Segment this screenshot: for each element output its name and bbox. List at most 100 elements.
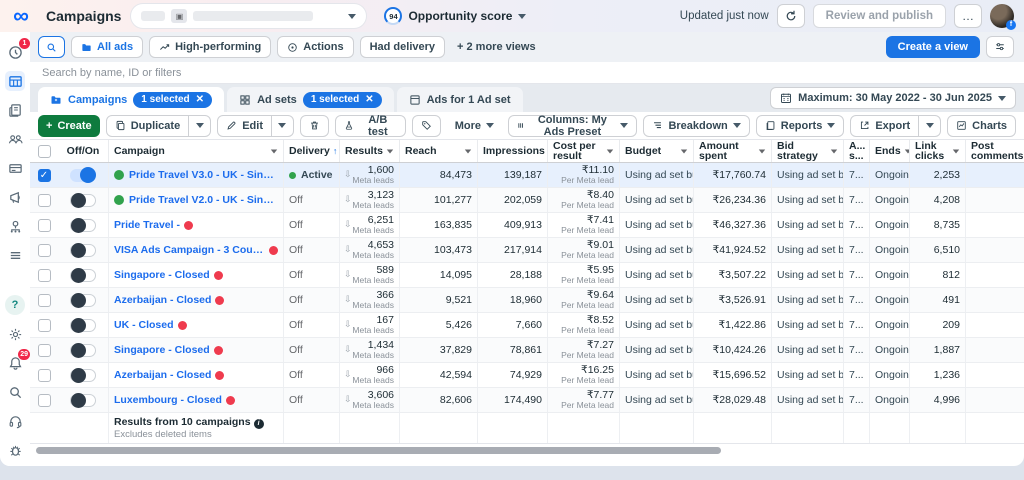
row-checkbox[interactable] [38,369,51,382]
column-header-campaign[interactable]: Campaign [108,140,283,162]
column-header-clicks[interactable]: Link clicks [909,140,965,162]
ab-test-button[interactable]: A/B test [335,115,406,137]
download-icon[interactable]: ⇩ [344,269,352,280]
campaign-link[interactable]: VISA Ads Campaign - 3 Countries - OPEN [114,244,265,256]
review-and-publish-button[interactable]: Review and publish [813,4,946,28]
create-a-view-button[interactable]: Create a view [886,36,980,58]
close-icon[interactable]: ✕ [196,94,204,105]
campaign-link[interactable]: Azerbaijan - Closed [114,294,211,306]
campaign-link[interactable]: Pride Travel V2.0 - UK - Singapore - Dub… [129,194,278,206]
campaign-toggle[interactable] [70,344,96,357]
account-selector[interactable]: ▣ [131,4,366,28]
opportunity-score[interactable]: 94 Opportunity score [384,7,526,25]
row-checkbox[interactable] [38,344,51,357]
sidebar-item-promotions[interactable] [5,187,25,207]
tab-ads[interactable]: Ads for 1 Ad set [397,87,523,112]
column-header-bid[interactable]: Bid strategy [771,140,843,162]
horizontal-scrollbar[interactable] [30,444,1024,456]
edit-button[interactable]: Edit [217,115,272,137]
column-header-attr[interactable]: A... s... [843,140,869,162]
download-icon[interactable]: ⇩ [344,294,352,305]
edit-dropdown-button[interactable] [272,115,294,137]
select-all-checkbox[interactable] [38,145,51,158]
info-icon[interactable]: i [254,419,264,429]
tag-button[interactable] [412,115,441,137]
sidebar-item-recent[interactable]: 1 [5,42,25,62]
date-range-button[interactable]: Maximum: 30 May 2022 - 30 Jun 2025 [770,87,1016,109]
duplicate-button[interactable]: Duplicate [106,115,190,137]
sidebar-item-report-bug[interactable] [5,440,25,460]
sidebar-item-settings[interactable] [5,324,25,344]
download-icon[interactable]: ⇩ [344,319,352,330]
view-settings-button[interactable] [986,36,1014,58]
close-icon[interactable]: ✕ [365,94,373,105]
column-header-reach[interactable]: Reach [399,140,477,162]
sort-caret-icon[interactable] [387,149,393,153]
sidebar-item-billing[interactable] [5,158,25,178]
row-checkbox[interactable] [38,319,51,332]
more-button[interactable]: More [447,115,502,137]
campaign-toggle[interactable] [70,269,96,282]
download-icon[interactable]: ⇩ [344,369,352,380]
export-button[interactable]: Export [850,115,919,137]
download-icon[interactable]: ⇩ [344,219,352,230]
create-button[interactable]: + Create [38,115,100,137]
campaign-toggle[interactable] [70,294,96,307]
row-checkbox[interactable] [38,269,51,282]
campaign-link[interactable]: Singapore - Closed [114,269,210,281]
export-dropdown-button[interactable] [919,115,941,137]
campaign-toggle[interactable] [70,319,96,332]
column-header-ends[interactable]: Ends [869,140,909,162]
campaign-link[interactable]: Pride Travel - [114,219,180,231]
campaign-toggle[interactable] [70,369,96,382]
sidebar-item-campaigns[interactable] [5,71,25,91]
more-views-link[interactable]: + 2 more views [457,41,536,53]
sort-caret-icon[interactable] [759,149,765,153]
view-all-ads[interactable]: All ads [71,36,143,58]
breakdown-button[interactable]: Breakdown [643,115,749,137]
charts-button[interactable]: Charts [947,115,1016,137]
campaign-link[interactable]: UK - Closed [114,319,174,331]
campaign-link[interactable]: Pride Travel V3.0 - UK - Singapore - Dub… [129,169,278,181]
campaign-toggle[interactable] [70,169,96,182]
row-checkbox[interactable] [38,244,51,257]
avatar[interactable]: f [990,4,1014,28]
download-icon[interactable]: ⇩ [344,344,352,355]
download-icon[interactable]: ⇩ [344,394,352,405]
row-checkbox[interactable] [38,394,51,407]
sort-caret-icon[interactable] [953,149,959,153]
column-header-delivery[interactable]: Delivery↑ [283,140,339,162]
column-header-impressions[interactable]: Impressions [477,140,547,162]
sidebar-item-audiences[interactable] [5,129,25,149]
sidebar-item-ads-reporting[interactable] [5,100,25,120]
download-icon[interactable]: ⇩ [344,194,352,205]
row-checkbox[interactable] [38,294,51,307]
campaign-link[interactable]: Azerbaijan - Closed [114,369,211,381]
scrollbar-thumb[interactable] [36,447,721,454]
more-options-button[interactable]: … [954,4,982,28]
sidebar-item-business-structure[interactable] [5,216,25,236]
sidebar-item-support[interactable] [5,411,25,431]
row-checkbox[interactable]: ✓ [38,169,51,182]
sort-caret-icon[interactable] [271,149,277,153]
sort-caret-icon[interactable] [831,149,837,153]
sidebar-item-notifications[interactable]: 29 [5,353,25,373]
tab-campaigns[interactable]: Campaigns 1 selected✕ [38,87,224,112]
search-views-button[interactable] [38,36,65,58]
reports-button[interactable]: Reports [756,115,845,137]
selected-badge[interactable]: 1 selected✕ [133,92,212,108]
row-checkbox[interactable] [38,194,51,207]
selected-badge[interactable]: 1 selected✕ [303,92,382,108]
delete-button[interactable] [300,115,329,137]
view-actions[interactable]: Actions [277,36,353,58]
sidebar-item-search[interactable] [5,382,25,402]
campaign-toggle[interactable] [70,219,96,232]
download-icon[interactable]: ⇩ [344,169,352,180]
sort-caret-icon[interactable] [681,149,687,153]
campaign-toggle[interactable] [70,394,96,407]
sidebar-item-help[interactable]: ? [5,295,25,315]
campaign-link[interactable]: Luxembourg - Closed [114,394,222,406]
campaign-toggle[interactable] [70,194,96,207]
column-header-cpr[interactable]: Cost per result [547,140,619,162]
meta-logo-icon[interactable]: ∞ [10,6,32,26]
